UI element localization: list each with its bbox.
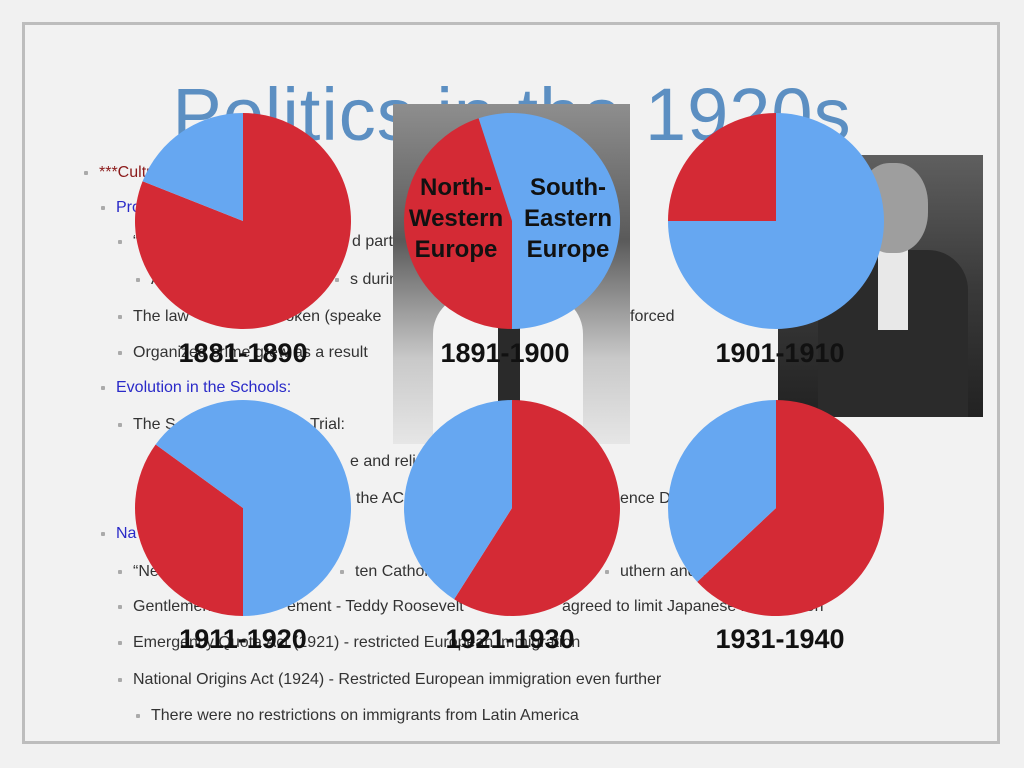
bullet-text: Evolution in the Schools: bbox=[100, 379, 292, 396]
bullet-text: s during bbox=[335, 271, 407, 288]
bullet-text: ***Cultu bbox=[83, 164, 156, 181]
pie-slice-south-eastern-1901-1910 bbox=[668, 113, 884, 329]
pie-period-label: 1921-1930 bbox=[445, 624, 574, 654]
bullet-text: Organized crime grew as a result bbox=[118, 344, 368, 361]
pie-slice-south-eastern-1911-1920 bbox=[155, 400, 352, 616]
bullet-text: The S bbox=[118, 416, 176, 433]
photo-collar bbox=[878, 250, 908, 330]
pie-slice-north-western-1881-1890 bbox=[134, 113, 351, 329]
bullet-text: Na bbox=[100, 525, 137, 542]
bullet-text: Emergency Quota Act (1921) - restricted … bbox=[117, 634, 581, 651]
bullet-text: ten Catholic bbox=[340, 563, 440, 580]
pie-slice-south-eastern-1931-1940 bbox=[667, 400, 776, 582]
pie-slice-label-south-eastern: Europe bbox=[527, 236, 610, 263]
pie-period-label: 1931-1940 bbox=[715, 624, 844, 654]
pie-period-label: 1901-1910 bbox=[715, 338, 844, 368]
pie-slice-north-western-1921-1930 bbox=[454, 400, 620, 616]
pie-period-label: 1881-1890 bbox=[178, 338, 307, 368]
bullet-text: The law bbox=[117, 308, 190, 325]
bullet-text: National Origins Act (1924) - Restricted… bbox=[117, 671, 662, 688]
bullet-text: Pro bbox=[101, 199, 141, 216]
pie-period-label: 1911-1920 bbox=[179, 624, 307, 654]
pie-slice-label-north-western: Europe bbox=[415, 236, 498, 263]
pie-slice-north-western-1931-1940 bbox=[697, 400, 884, 616]
pie-slice-north-western-1891-1900 bbox=[404, 118, 512, 329]
pie-slice-north-western-1911-1920 bbox=[135, 444, 243, 616]
bullet-text: “Ne bbox=[118, 563, 159, 580]
pie-slice-label-south-eastern: Eastern bbox=[524, 205, 612, 232]
bullet-text: There were no restrictions on immigrants… bbox=[136, 707, 579, 724]
pie-slice-label-north-western: Western bbox=[409, 205, 503, 232]
pie-slice-label-north-western: North- bbox=[420, 174, 492, 201]
pie-slice-north-western-1901-1910 bbox=[668, 113, 776, 221]
pie-slice-label-south-eastern: South- bbox=[530, 174, 606, 201]
pie-slice-south-eastern-1921-1930 bbox=[403, 400, 512, 600]
pie-slice-south-eastern-1881-1890 bbox=[142, 113, 243, 221]
pie-slice-south-eastern-1891-1900 bbox=[478, 113, 621, 330]
pie-period-label: 1891-1900 bbox=[440, 338, 569, 368]
